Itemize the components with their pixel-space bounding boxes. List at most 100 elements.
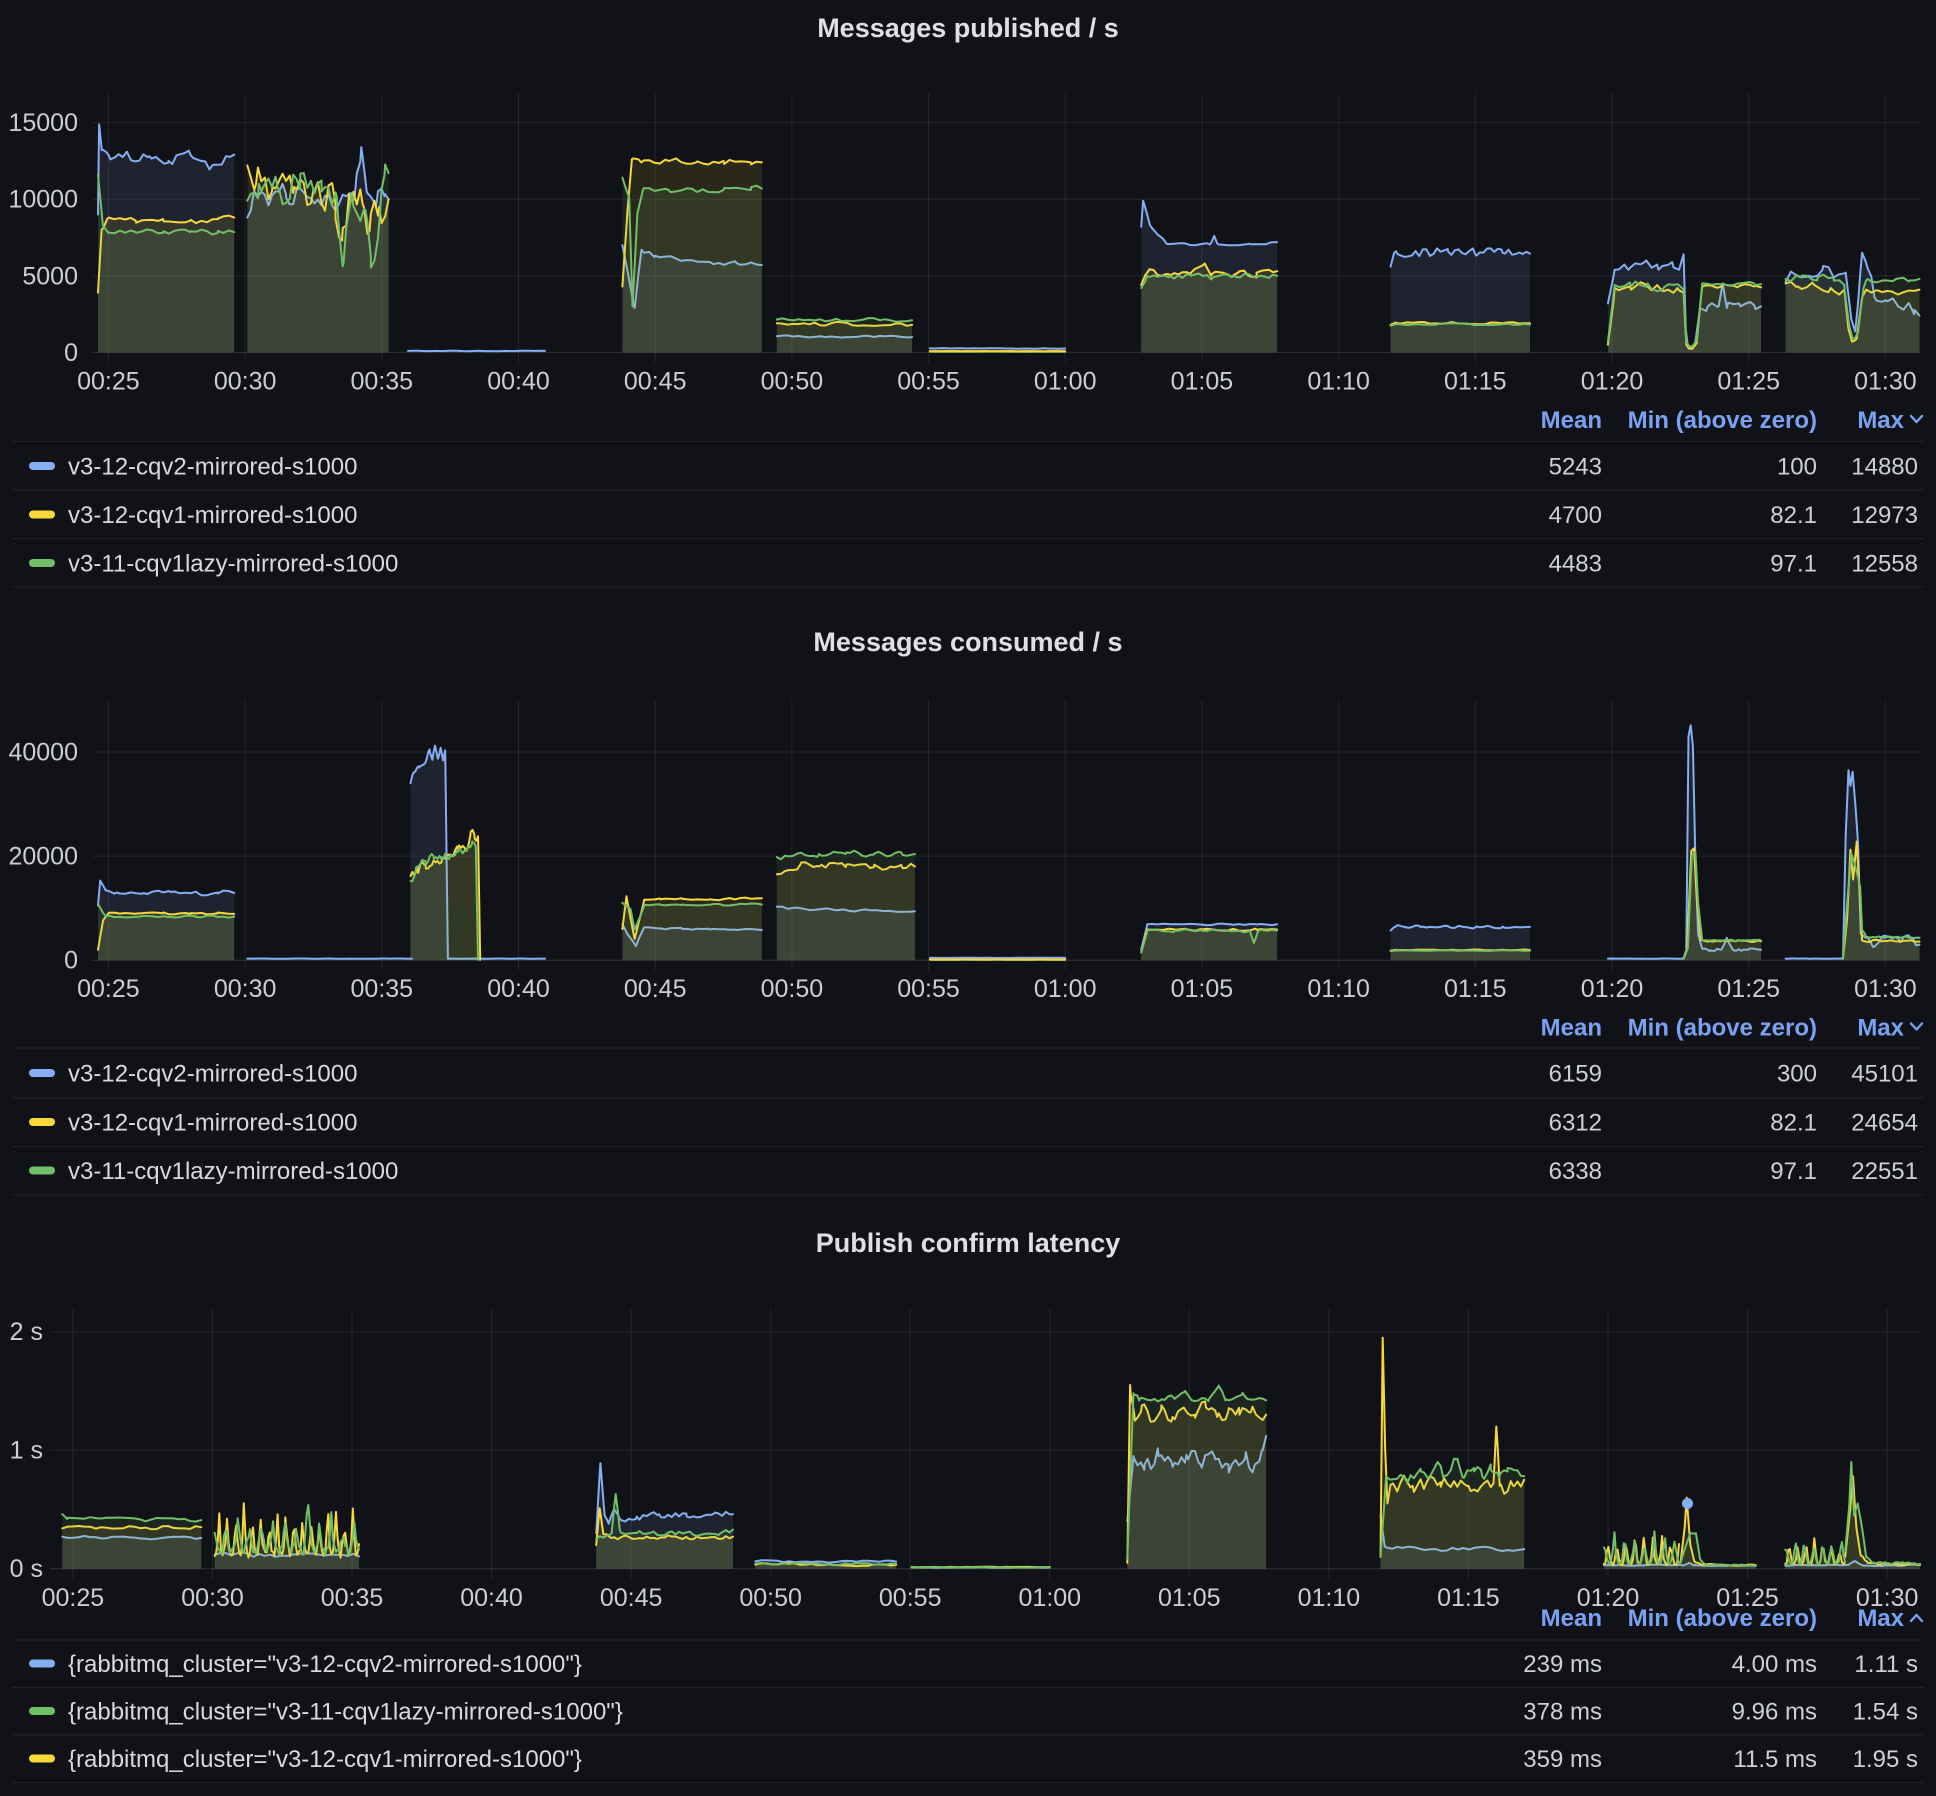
svg-text:{rabbitmq_cluster="v3-11-cqv1l: {rabbitmq_cluster="v3-11-cqv1lazy-mirror… bbox=[68, 1699, 623, 1726]
svg-text:0: 0 bbox=[64, 339, 78, 367]
svg-text:378 ms: 378 ms bbox=[1523, 1699, 1602, 1726]
svg-text:01:15: 01:15 bbox=[1444, 975, 1507, 1003]
svg-text:v3-12-cqv2-mirrored-s1000: v3-12-cqv2-mirrored-s1000 bbox=[68, 454, 357, 481]
svg-text:00:35: 00:35 bbox=[351, 367, 414, 395]
svg-text:01:25: 01:25 bbox=[1716, 1584, 1779, 1612]
svg-text:4.00 ms: 4.00 ms bbox=[1732, 1651, 1817, 1678]
svg-text:Publish confirm latency: Publish confirm latency bbox=[816, 1228, 1121, 1258]
svg-text:00:30: 00:30 bbox=[214, 367, 277, 395]
svg-text:01:00: 01:00 bbox=[1034, 367, 1097, 395]
svg-text:00:35: 00:35 bbox=[321, 1584, 384, 1612]
svg-text:v3-11-cqv1lazy-mirrored-s1000: v3-11-cqv1lazy-mirrored-s1000 bbox=[68, 1158, 398, 1185]
svg-text:Mean: Mean bbox=[1541, 1605, 1602, 1632]
svg-text:01:15: 01:15 bbox=[1437, 1584, 1500, 1612]
svg-text:22551: 22551 bbox=[1851, 1158, 1918, 1185]
svg-text:40000: 40000 bbox=[8, 739, 78, 767]
svg-text:01:30: 01:30 bbox=[1856, 1584, 1919, 1612]
svg-text:4483: 4483 bbox=[1549, 551, 1602, 578]
svg-text:00:30: 00:30 bbox=[214, 975, 277, 1003]
svg-text:82.1: 82.1 bbox=[1770, 1110, 1817, 1137]
svg-text:v3-12-cqv1-mirrored-s1000: v3-12-cqv1-mirrored-s1000 bbox=[68, 1110, 357, 1137]
svg-text:01:10: 01:10 bbox=[1307, 975, 1370, 1003]
svg-text:Max: Max bbox=[1857, 1605, 1904, 1632]
svg-text:9.96 ms: 9.96 ms bbox=[1732, 1699, 1817, 1726]
svg-text:01:20: 01:20 bbox=[1581, 975, 1644, 1003]
svg-text:01:30: 01:30 bbox=[1854, 367, 1917, 395]
svg-text:Messages consumed / s: Messages consumed / s bbox=[813, 627, 1122, 657]
svg-text:1.95 s: 1.95 s bbox=[1853, 1746, 1918, 1773]
svg-text:00:55: 00:55 bbox=[897, 975, 960, 1003]
svg-text:01:05: 01:05 bbox=[1158, 1584, 1221, 1612]
svg-text:00:40: 00:40 bbox=[487, 367, 550, 395]
svg-text:00:40: 00:40 bbox=[460, 1584, 523, 1612]
svg-text:0 s: 0 s bbox=[10, 1555, 43, 1583]
svg-text:01:25: 01:25 bbox=[1717, 367, 1780, 395]
svg-text:00:45: 00:45 bbox=[624, 975, 687, 1003]
svg-text:Min (above zero): Min (above zero) bbox=[1628, 1605, 1817, 1632]
svg-text:00:45: 00:45 bbox=[624, 367, 687, 395]
svg-text:00:25: 00:25 bbox=[77, 367, 140, 395]
svg-text:Max: Max bbox=[1857, 1015, 1904, 1042]
svg-text:Mean: Mean bbox=[1541, 1015, 1602, 1042]
svg-text:{rabbitmq_cluster="v3-12-cqv1-: {rabbitmq_cluster="v3-12-cqv1-mirrored-s… bbox=[68, 1746, 582, 1773]
svg-text:01:25: 01:25 bbox=[1717, 975, 1780, 1003]
svg-text:Max: Max bbox=[1857, 407, 1904, 434]
svg-text:00:25: 00:25 bbox=[77, 975, 140, 1003]
svg-text:4700: 4700 bbox=[1549, 502, 1602, 529]
svg-text:00:40: 00:40 bbox=[487, 975, 550, 1003]
svg-text:00:55: 00:55 bbox=[879, 1584, 942, 1612]
svg-text:6159: 6159 bbox=[1549, 1061, 1602, 1088]
svg-text:01:10: 01:10 bbox=[1307, 367, 1370, 395]
svg-text:00:35: 00:35 bbox=[351, 975, 414, 1003]
svg-text:1.54 s: 1.54 s bbox=[1853, 1699, 1918, 1726]
svg-text:1 s: 1 s bbox=[10, 1437, 43, 1465]
svg-text:11.5 ms: 11.5 ms bbox=[1733, 1746, 1817, 1773]
svg-text:10000: 10000 bbox=[8, 186, 78, 214]
svg-text:5243: 5243 bbox=[1549, 454, 1602, 481]
svg-text:00:45: 00:45 bbox=[600, 1584, 663, 1612]
svg-text:359 ms: 359 ms bbox=[1523, 1746, 1602, 1773]
svg-text:00:50: 00:50 bbox=[739, 1584, 802, 1612]
svg-text:100: 100 bbox=[1777, 454, 1817, 481]
svg-text:300: 300 bbox=[1777, 1061, 1817, 1088]
svg-text:97.1: 97.1 bbox=[1770, 551, 1817, 578]
svg-text:15000: 15000 bbox=[8, 109, 78, 137]
svg-text:Min (above zero): Min (above zero) bbox=[1628, 1015, 1817, 1042]
svg-text:01:05: 01:05 bbox=[1171, 367, 1234, 395]
svg-text:5000: 5000 bbox=[22, 262, 78, 290]
svg-text:24654: 24654 bbox=[1851, 1110, 1918, 1137]
svg-text:12973: 12973 bbox=[1851, 502, 1918, 529]
svg-text:01:20: 01:20 bbox=[1581, 367, 1644, 395]
svg-text:45101: 45101 bbox=[1851, 1061, 1918, 1088]
svg-text:00:50: 00:50 bbox=[761, 975, 824, 1003]
svg-text:01:00: 01:00 bbox=[1019, 1584, 1082, 1612]
svg-text:00:30: 00:30 bbox=[181, 1584, 244, 1612]
svg-text:00:50: 00:50 bbox=[761, 367, 824, 395]
svg-text:Mean: Mean bbox=[1541, 407, 1602, 434]
svg-text:6338: 6338 bbox=[1549, 1158, 1602, 1185]
svg-text:v3-12-cqv2-mirrored-s1000: v3-12-cqv2-mirrored-s1000 bbox=[68, 1061, 357, 1088]
svg-text:v3-11-cqv1lazy-mirrored-s1000: v3-11-cqv1lazy-mirrored-s1000 bbox=[68, 551, 398, 578]
svg-text:01:05: 01:05 bbox=[1171, 975, 1234, 1003]
svg-text:00:55: 00:55 bbox=[897, 367, 960, 395]
svg-text:00:25: 00:25 bbox=[42, 1584, 105, 1612]
svg-text:01:20: 01:20 bbox=[1577, 1584, 1640, 1612]
svg-text:01:00: 01:00 bbox=[1034, 975, 1097, 1003]
svg-text:2 s: 2 s bbox=[10, 1318, 43, 1346]
svg-text:82.1: 82.1 bbox=[1770, 502, 1817, 529]
svg-text:Min (above zero): Min (above zero) bbox=[1628, 407, 1817, 434]
svg-text:{rabbitmq_cluster="v3-12-cqv2-: {rabbitmq_cluster="v3-12-cqv2-mirrored-s… bbox=[68, 1651, 582, 1678]
svg-text:6312: 6312 bbox=[1549, 1110, 1602, 1137]
svg-text:1.11 s: 1.11 s bbox=[1854, 1651, 1918, 1678]
svg-text:Messages published / s: Messages published / s bbox=[817, 13, 1119, 43]
svg-text:01:30: 01:30 bbox=[1854, 975, 1917, 1003]
svg-text:01:10: 01:10 bbox=[1298, 1584, 1361, 1612]
svg-text:20000: 20000 bbox=[8, 843, 78, 871]
svg-text:01:15: 01:15 bbox=[1444, 367, 1507, 395]
svg-text:97.1: 97.1 bbox=[1770, 1158, 1817, 1185]
svg-text:0: 0 bbox=[64, 947, 78, 975]
svg-text:14880: 14880 bbox=[1851, 454, 1918, 481]
svg-text:v3-12-cqv1-mirrored-s1000: v3-12-cqv1-mirrored-s1000 bbox=[68, 502, 357, 529]
svg-text:12558: 12558 bbox=[1851, 551, 1918, 578]
svg-text:239 ms: 239 ms bbox=[1523, 1651, 1602, 1678]
